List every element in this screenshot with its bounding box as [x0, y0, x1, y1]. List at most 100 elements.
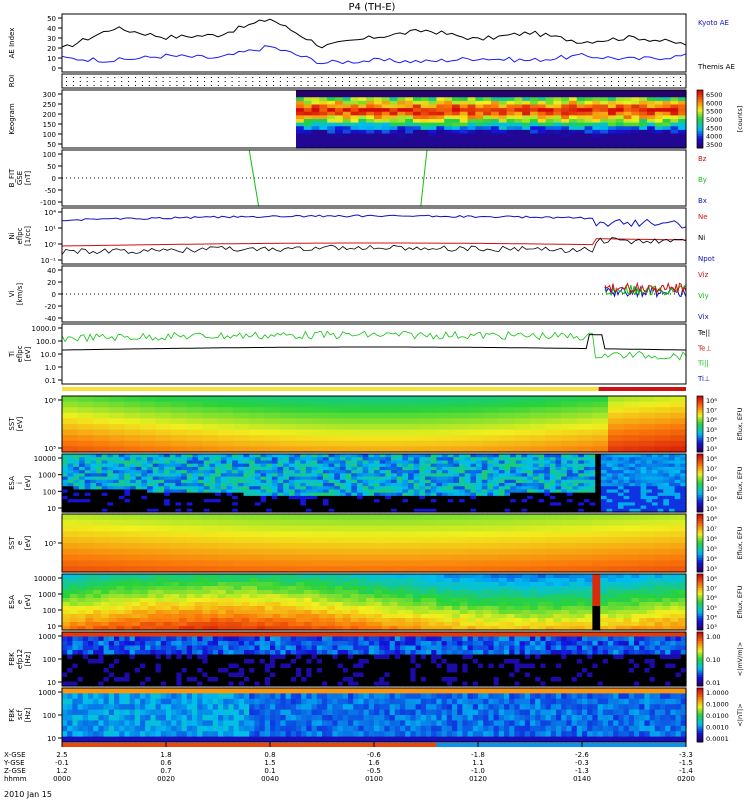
esa-i-cell	[515, 483, 523, 487]
esa-i-cell	[220, 470, 228, 474]
keogram-cell	[678, 122, 687, 127]
esa-i-cell	[538, 505, 545, 510]
colorbar-cell	[697, 475, 703, 479]
esa-e-cell	[498, 586, 508, 591]
esa-i-cell	[413, 495, 420, 500]
keogram-cell	[608, 108, 617, 113]
esa-i-cell	[674, 508, 681, 513]
esa-i-cell	[549, 499, 557, 503]
esa-i-cell	[657, 470, 664, 474]
esa-i-cell	[232, 479, 239, 484]
keogram-cell	[545, 104, 554, 109]
sst-e-cell	[514, 548, 531, 556]
esa-i-cell	[169, 483, 177, 487]
esa-e-cell	[491, 622, 500, 627]
esa-i-cell	[385, 476, 392, 481]
esa-i-cell	[447, 457, 455, 462]
keogram-cell	[678, 137, 687, 142]
esa-i-cell	[254, 476, 262, 481]
esa-i-cell	[487, 508, 494, 513]
colorbar-cell	[697, 433, 703, 437]
keogram-cell	[608, 137, 617, 142]
esa-e-cell	[225, 614, 235, 619]
esa-i-cell	[271, 454, 279, 458]
esa-i-cell	[203, 483, 211, 487]
keogram-cell	[600, 122, 609, 127]
esa-e-cell	[381, 594, 391, 599]
sst-i-cell	[296, 429, 313, 436]
sst-e-cell	[452, 554, 469, 561]
esa-e-cell	[140, 610, 149, 615]
esa-e-cell	[311, 614, 320, 619]
esa-i-cell	[527, 489, 534, 494]
sst-e-cell	[483, 537, 500, 544]
esa-i-cell	[600, 476, 608, 481]
esa-i-cell	[538, 476, 545, 481]
keogram-cell	[600, 97, 609, 102]
sst-i-cell	[374, 435, 391, 442]
esa-e-cell	[194, 590, 203, 595]
esa-e-cell	[69, 622, 79, 627]
sst-e-cell	[545, 537, 562, 544]
keogram-cell	[506, 100, 515, 106]
keogram-cell	[530, 108, 539, 113]
esa-i-cell	[544, 454, 551, 458]
esa-e-cell	[537, 602, 547, 607]
esa-i-cell	[203, 466, 211, 471]
keogram-cell	[420, 111, 430, 116]
esa-i-cell	[538, 457, 545, 462]
esa-i-cell	[476, 463, 483, 468]
esa-i-cell	[374, 492, 381, 497]
esa-i-cell	[232, 489, 239, 494]
esa-i-cell	[379, 476, 386, 481]
esa-i-cell	[254, 499, 262, 503]
esa-e-cell	[257, 610, 266, 615]
keogram-cell	[389, 93, 398, 98]
esa-i-cell	[130, 489, 137, 494]
esa-i-cell	[283, 479, 290, 484]
esa-e-cell	[530, 590, 539, 595]
keogram-cell	[569, 104, 578, 109]
keogram-cell	[444, 122, 453, 127]
keogram-cell	[381, 140, 391, 145]
esa-i-cell	[527, 486, 534, 491]
keogram-cell	[530, 119, 539, 124]
esa-i-cell	[118, 483, 125, 487]
keogram-cell	[342, 90, 352, 95]
esa-i-cell	[243, 466, 250, 471]
esa-i-cell	[538, 463, 545, 468]
esa-i-cell	[164, 495, 171, 500]
esa-i-cell	[107, 486, 114, 491]
roi-dot	[473, 81, 475, 82]
sst-e-cell	[264, 554, 281, 561]
sst-e-cell	[623, 531, 640, 538]
esa-i-cell	[192, 460, 199, 465]
esa-i-cell	[493, 499, 500, 503]
esa-i-cell	[464, 460, 472, 465]
colorbar-cell	[697, 485, 703, 489]
esa-i-cell	[135, 454, 143, 458]
esa-e-cell	[428, 606, 437, 611]
esa-i-cell	[124, 492, 131, 497]
keogram-cell	[366, 93, 375, 98]
esa-i-cell	[164, 463, 171, 468]
esa-i-cell	[430, 508, 437, 513]
esa-i-cell	[561, 495, 568, 500]
keogram-cell	[296, 108, 305, 113]
sst-i-cell	[93, 407, 110, 414]
esa-e-cell	[62, 606, 71, 611]
esa-i-cell	[408, 486, 415, 491]
keogram-cell	[397, 115, 406, 120]
keogram-cell	[405, 104, 414, 109]
keogram-cell	[327, 140, 336, 145]
colorbar-cell	[697, 121, 703, 125]
keogram-cell	[678, 111, 687, 116]
esa-e-cell	[288, 590, 297, 595]
esa-i-cell	[311, 476, 318, 481]
esa-i-cell	[305, 508, 313, 513]
keogram-cell	[498, 104, 508, 109]
esa-i-cell	[79, 460, 86, 465]
keogram-cell	[397, 97, 406, 102]
esa-i-cell	[464, 483, 472, 487]
keogram-cell	[537, 93, 547, 98]
